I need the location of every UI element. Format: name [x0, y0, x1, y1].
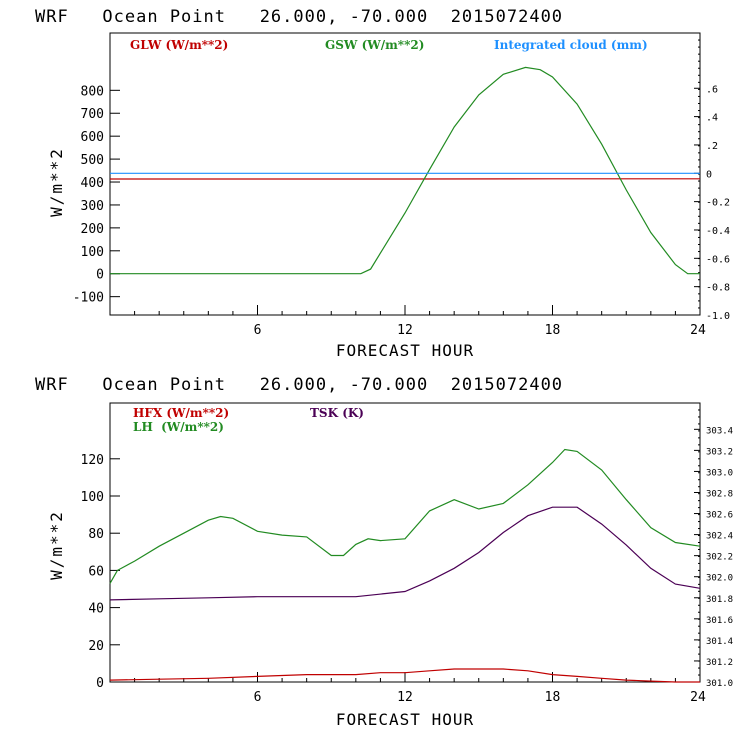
chart-1-y-tick-label: 100 — [81, 245, 104, 260]
chart-1-plot-frame — [109, 32, 701, 316]
chart-2-right-tick-label: 302.2 — [706, 553, 733, 563]
chart-2-x-axis-label: FORECAST HOUR — [336, 710, 474, 729]
chart-2-x-tick-label: 12 — [397, 690, 413, 705]
chart-1-x-tick-label: 18 — [545, 323, 561, 338]
chart-2-right-tick-label: 302.6 — [706, 511, 733, 521]
chart-1-title: WRF Ocean Point 26.000, -70.000 20150724… — [35, 7, 563, 27]
chart-2-y-tick-label: 40 — [88, 602, 104, 617]
chart-2-right-tick-label: 302.0 — [706, 574, 733, 584]
chart-1-legend-glw: GLW (W/m**2) — [130, 38, 228, 52]
chart-1-y-tick-label: 0 — [96, 268, 104, 283]
chart-2-y-tick-label: 100 — [81, 490, 104, 505]
chart-2-x-tick-label: 24 — [690, 690, 706, 705]
chart-1-x-tick-label: 12 — [397, 323, 413, 338]
chart-1-right-tick-label: .4 — [706, 113, 718, 124]
chart-1-y-tick-label: 200 — [81, 222, 104, 237]
chart-2-legend-lh: LH (W/m**2) — [133, 420, 224, 434]
chart-2-right-tick-label: 301.0 — [706, 679, 733, 689]
chart-2-right-tick-label: 301.6 — [706, 616, 733, 626]
chart-2-y-tick-label: 0 — [96, 676, 104, 691]
chart-2-x-tick-label: 6 — [254, 690, 262, 705]
chart-2-series-hfx-line — [109, 668, 700, 683]
chart-1-x-axis-label: FORECAST HOUR — [336, 341, 474, 360]
chart-2-title: WRF Ocean Point 26.000, -70.000 20150724… — [35, 375, 563, 395]
chart-1-right-tick-label: .6 — [706, 84, 718, 95]
chart-2-right-tick-label: 303.2 — [706, 447, 733, 457]
chart-1-y-tick-label: 600 — [81, 130, 104, 145]
chart-1-right-tick-label: -0.8 — [706, 283, 730, 294]
chart-1: WRF Ocean Point 26.000, -70.000 20150724… — [35, 7, 730, 360]
chart-1-y-tick-label: 700 — [81, 107, 104, 122]
chart-1-y-axis-label: W/m**2 — [47, 147, 66, 217]
chart-1-y-tick-label: -100 — [73, 291, 104, 306]
chart-1-legend-cloud: Integrated cloud (mm) — [494, 38, 648, 52]
chart-2-right-tick-label: 303.4 — [706, 426, 733, 436]
chart-2-y-tick-label: 120 — [81, 453, 104, 468]
chart-2-right-tick-label: 301.8 — [706, 595, 733, 605]
chart-2-plot-frame — [109, 402, 701, 683]
chart-2-legend-hfx: HFX (W/m**2) — [133, 406, 229, 420]
chart-1-right-tick-label: -0.4 — [706, 226, 730, 237]
chart-2-y-axis-label: W/m**2 — [47, 510, 66, 580]
chart-1-right-tick-label: -1.0 — [706, 311, 730, 322]
chart-2-y-tick-label: 60 — [88, 564, 104, 579]
chart-1-x-tick-label: 24 — [690, 323, 706, 338]
chart-1-y-tick-label: 800 — [81, 84, 104, 99]
chart-1-legend-gsw: GSW (W/m**2) — [325, 38, 424, 52]
chart-2-right-tick-label: 302.4 — [706, 532, 733, 542]
chart-2-right-tick-label: 302.8 — [706, 489, 733, 499]
chart-2-series-tsk-line — [109, 506, 701, 601]
chart-2-right-tick-label: 301.2 — [706, 658, 733, 668]
chart-2-series-lh-line — [109, 448, 701, 584]
chart-2-x-tick-label: 18 — [545, 690, 561, 705]
chart-1-right-tick-label: .2 — [706, 141, 718, 152]
chart-2-legend-tsk: TSK (K) — [310, 406, 364, 420]
chart-1-y-tick-label: 300 — [81, 199, 104, 214]
chart-1-right-tick-label: 0 — [706, 169, 712, 180]
chart-2-y-tick-label: 20 — [88, 639, 104, 654]
chart-1-y-tick-label: 500 — [81, 153, 104, 168]
chart-2-y-tick-label: 80 — [88, 527, 104, 542]
chart-2-right-tick-label: 301.4 — [706, 637, 733, 647]
chart-1-right-tick-label: -0.6 — [706, 254, 730, 265]
chart-1-right-tick-label: -0.2 — [706, 198, 730, 209]
chart-1-y-tick-label: 400 — [81, 176, 104, 191]
chart-2-right-tick-label: 303.0 — [706, 468, 733, 478]
chart-1-x-tick-label: 6 — [254, 323, 262, 338]
chart-2: WRF Ocean Point 26.000, -70.000 20150724… — [35, 375, 733, 729]
chart-1-series-gsw-line — [110, 66, 700, 275]
